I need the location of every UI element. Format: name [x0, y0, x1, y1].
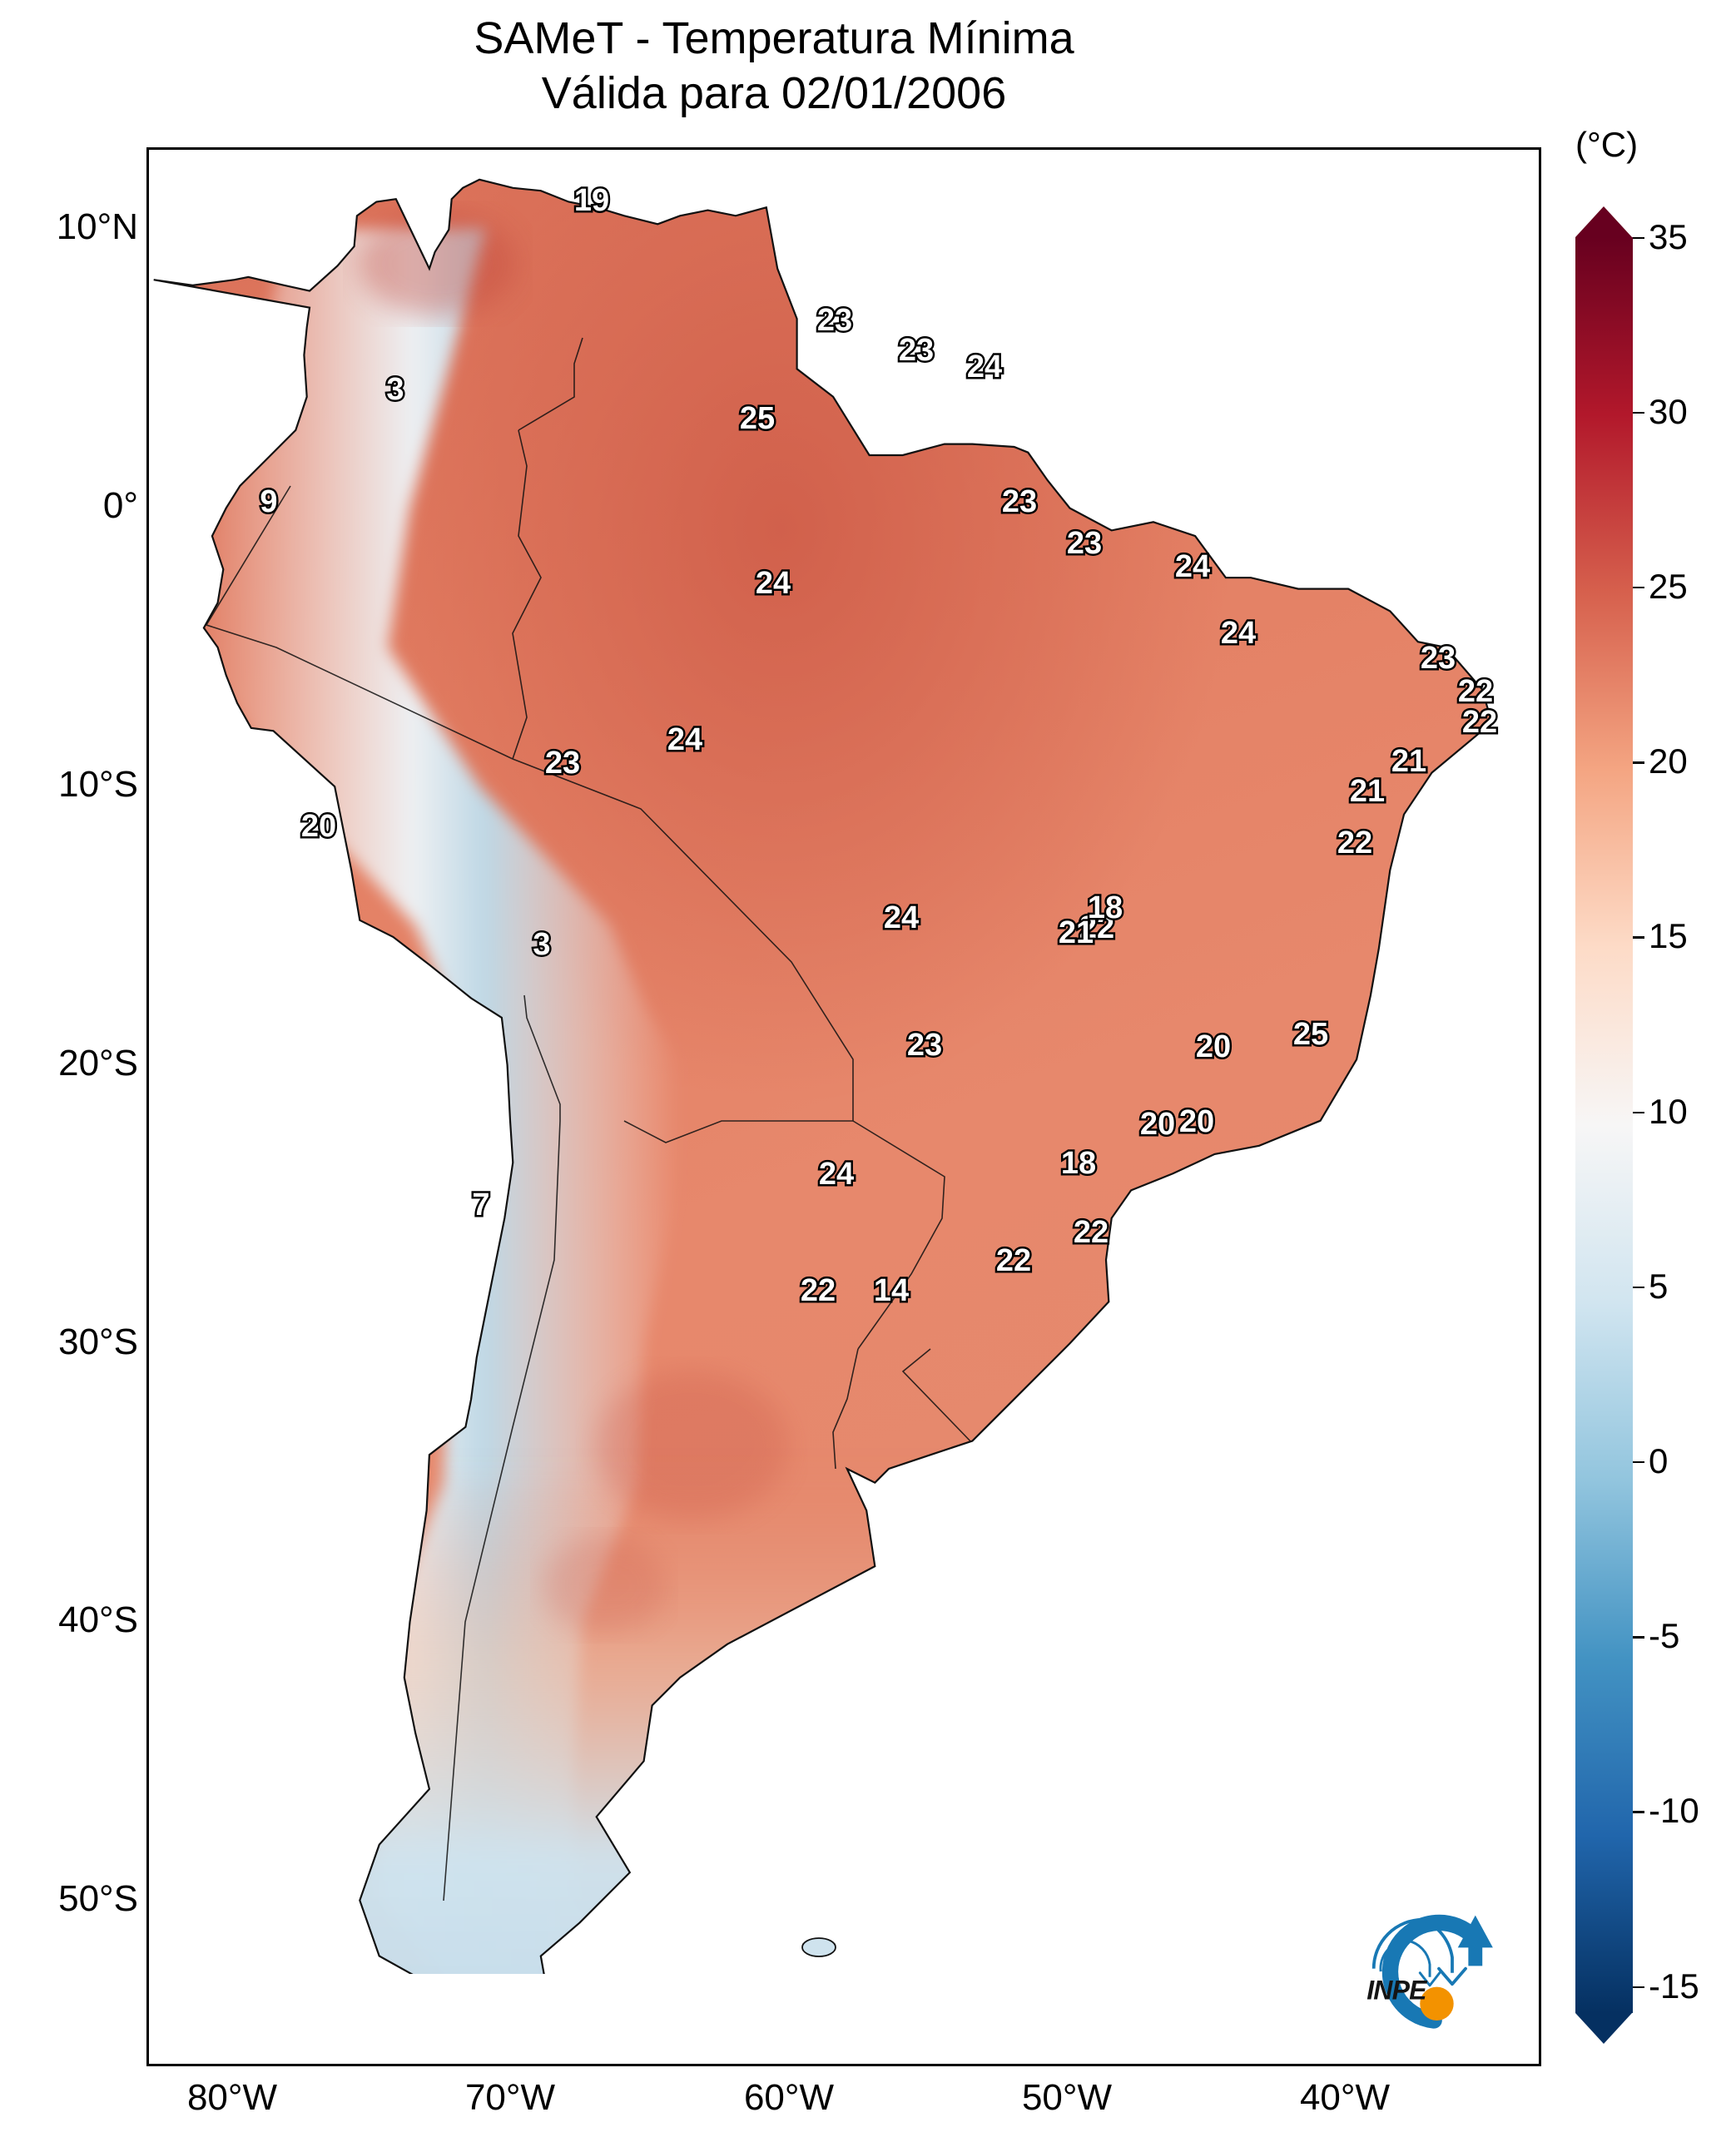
svg-text:INPE: INPE: [1366, 1976, 1428, 2006]
